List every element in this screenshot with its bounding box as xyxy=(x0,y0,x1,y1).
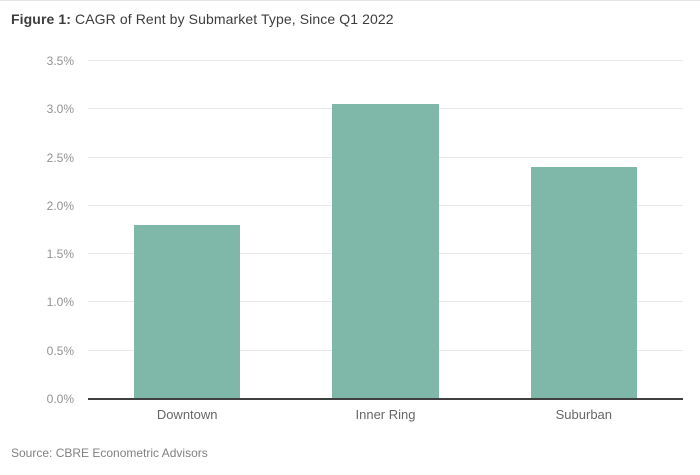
gridline xyxy=(88,60,683,61)
category-label-inner-ring: Inner Ring xyxy=(355,407,416,422)
bar-suburban xyxy=(530,167,637,399)
figure-title-prefix: Figure 1: xyxy=(11,11,72,27)
x-axis-line xyxy=(88,398,683,400)
plot-area xyxy=(88,60,683,400)
y-axis: 0.0% 0.5% 1.0% 1.5% 2.0% 2.5% 3.0% 3.5% xyxy=(0,54,74,406)
figure-title-text: CAGR of Rent by Submarket Type, Since Q1… xyxy=(71,11,394,27)
bar-slot-inner-ring xyxy=(286,61,484,399)
bar-slot-suburban xyxy=(485,61,683,399)
source-note: Source: CBRE Econometric Advisors xyxy=(11,446,208,460)
bar-inner-ring xyxy=(332,104,439,399)
bar-slot-downtown xyxy=(88,61,286,399)
y-tick-label: 1.5% xyxy=(46,247,74,262)
y-tick-label: 3.5% xyxy=(46,54,74,68)
bar-downtown xyxy=(134,225,241,399)
y-tick-label: 1.0% xyxy=(46,295,74,310)
category-label-downtown: Downtown xyxy=(156,407,218,422)
y-tick-label: 3.0% xyxy=(46,102,74,117)
y-tick-label: 2.0% xyxy=(46,198,74,213)
y-tick-label: 2.5% xyxy=(46,150,74,165)
figure-title: Figure 1: CAGR of Rent by Submarket Type… xyxy=(11,11,394,27)
category-label-suburban: Suburban xyxy=(555,407,613,422)
bars-row xyxy=(88,61,683,399)
y-tick-label: 0.5% xyxy=(46,343,74,358)
x-axis-labels: Downtown Inner Ring Suburban xyxy=(88,407,683,422)
y-tick-label: 0.0% xyxy=(46,392,74,406)
